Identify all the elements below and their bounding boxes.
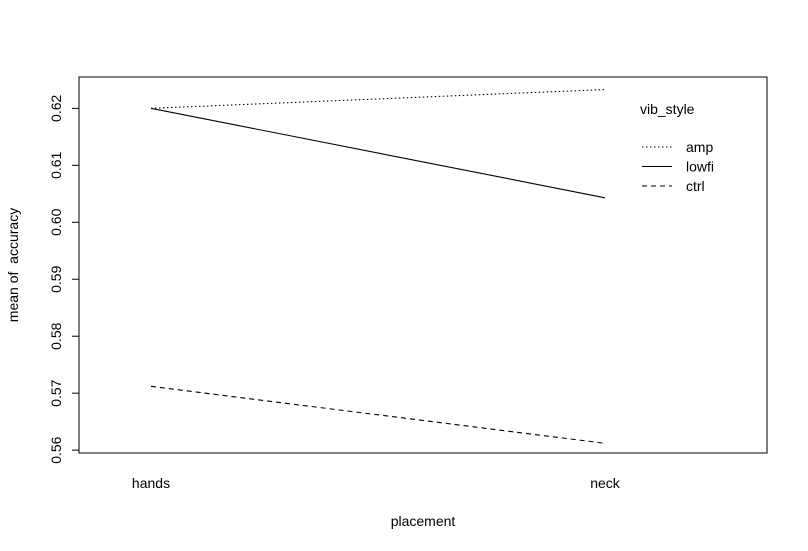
x-tick-label: neck [590, 475, 621, 491]
y-tick-label: 0.59 [48, 265, 64, 292]
legend-label-amp: amp [686, 139, 713, 155]
legend-label-lowfi: lowfi [686, 158, 714, 174]
series-lines [150, 88, 606, 444]
y-axis: 0.56 0.57 0.58 0.59 0.60 0.61 0.62 [48, 94, 80, 464]
y-tick-label: 0.61 [48, 151, 64, 178]
x-axis-label: placement [391, 513, 456, 529]
y-tick-label: 0.57 [48, 379, 64, 406]
x-tick-label: hands [132, 475, 170, 491]
series-line-amp [150, 88, 606, 109]
y-tick-label: 0.62 [48, 94, 64, 121]
y-tick-label: 0.60 [48, 208, 64, 235]
legend: vib_style amp lowfi ctrl [640, 101, 714, 194]
legend-label-ctrl: ctrl [686, 178, 705, 194]
legend-title: vib_style [640, 101, 695, 117]
y-tick-label: 0.58 [48, 322, 64, 349]
series-line-lowfi [150, 107, 606, 199]
y-axis-label: mean of accuracy [5, 208, 21, 322]
series-line-ctrl [150, 385, 606, 444]
plot-frame [78, 76, 768, 454]
y-tick-label: 0.56 [48, 436, 64, 463]
x-axis: hands neck [132, 475, 621, 491]
